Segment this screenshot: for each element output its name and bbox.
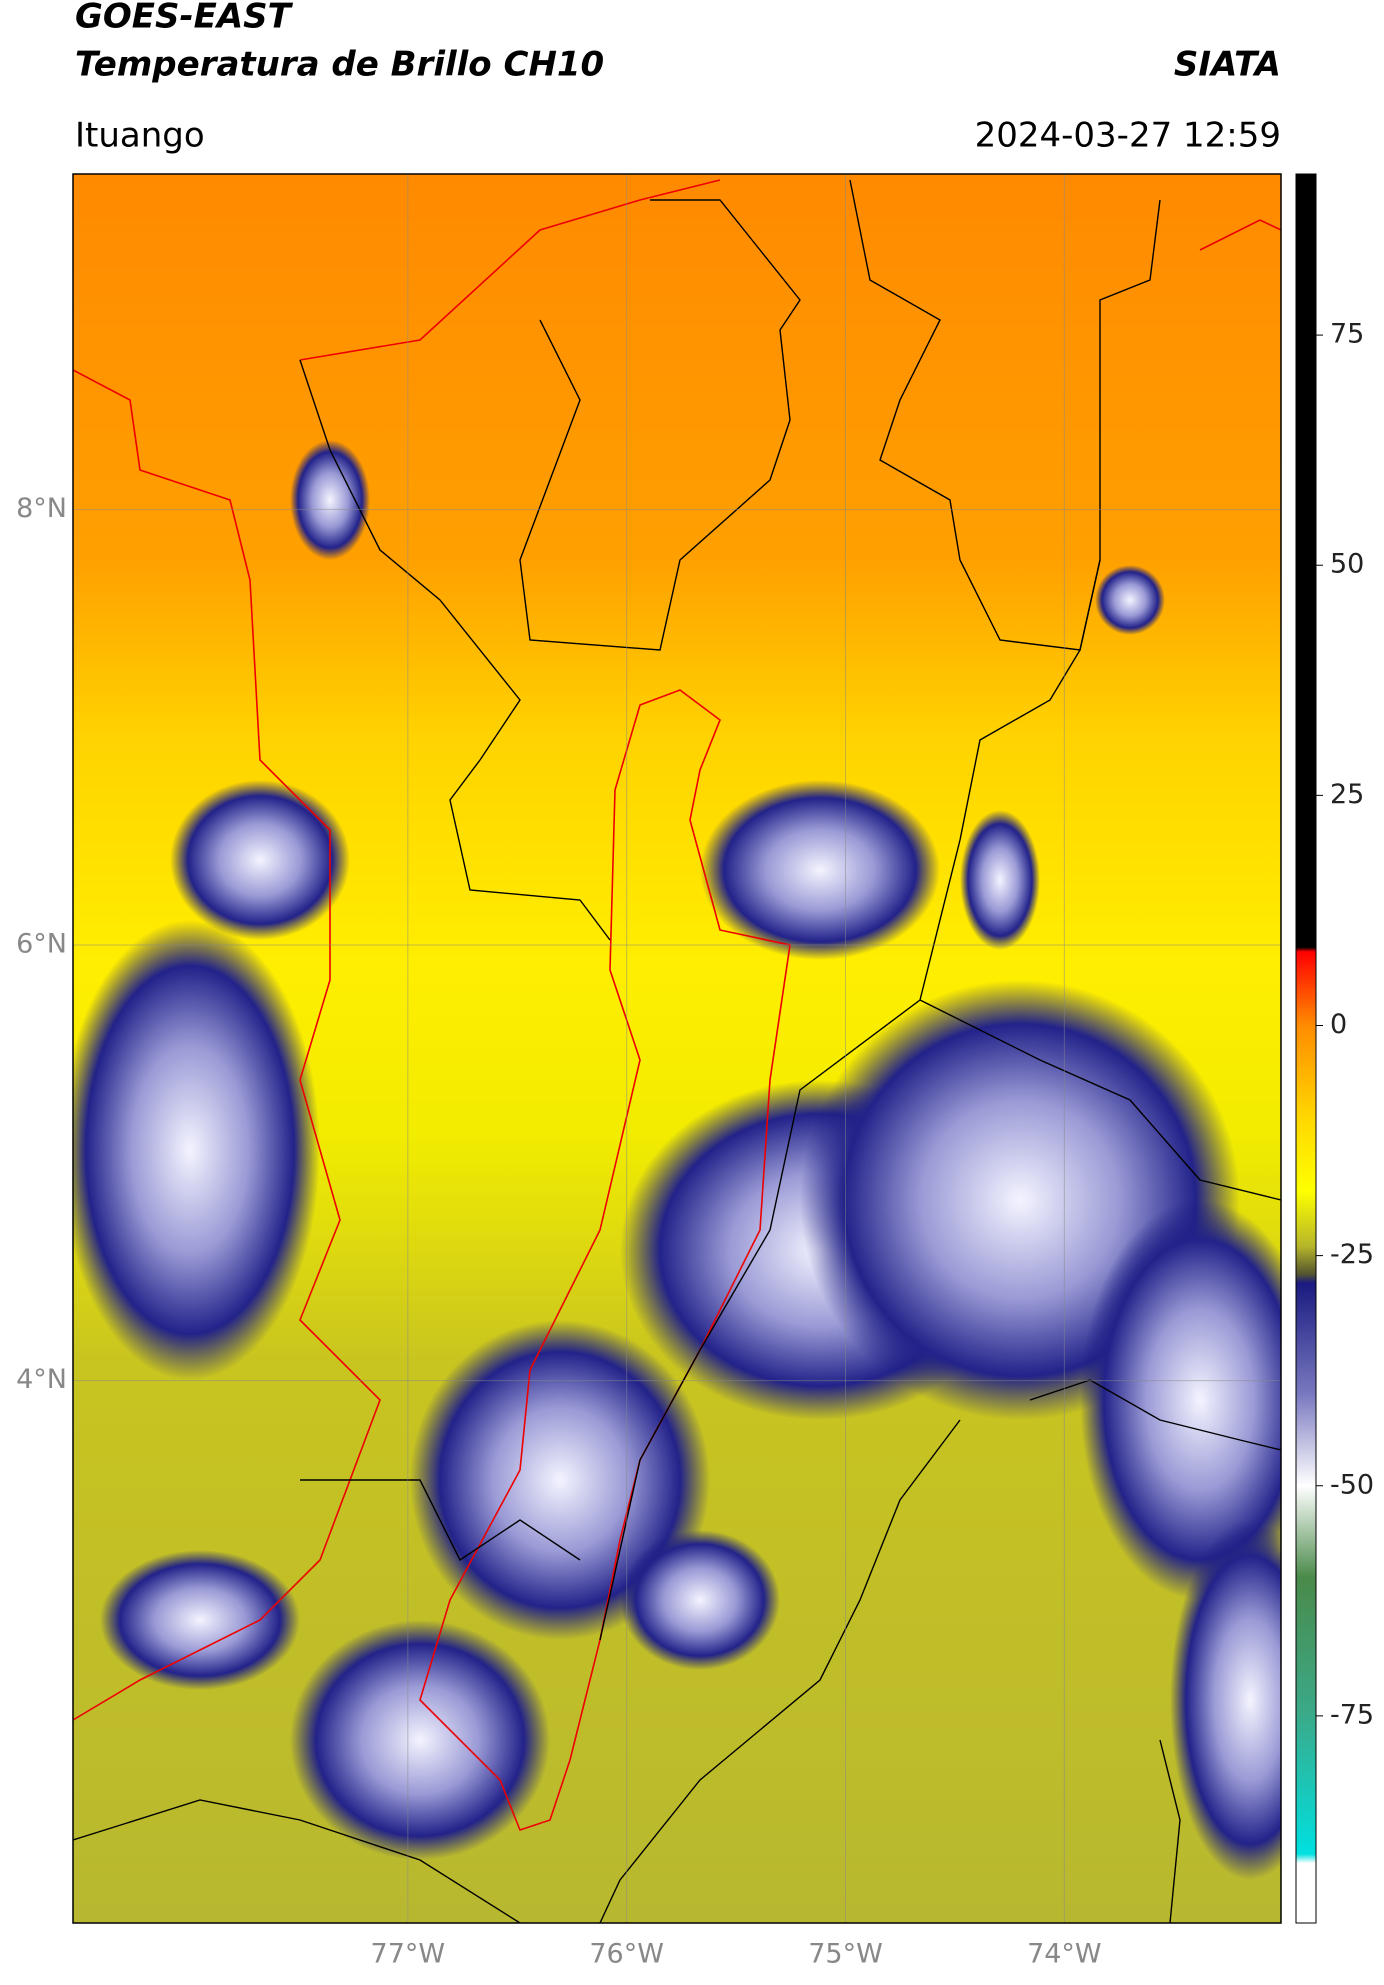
x-tick-label: 75°W — [808, 1939, 883, 1970]
y-tick-label: 4°N — [16, 1364, 67, 1395]
colorbar-tick-label: 0 — [1330, 1009, 1347, 1040]
colorbar-tick-label: -25 — [1330, 1239, 1374, 1270]
x-tick-label: 76°W — [589, 1939, 664, 1970]
colorbar — [1295, 173, 1317, 1924]
y-tick-label: 8°N — [16, 493, 67, 524]
datetime: 2024-03-27 12:59 — [975, 116, 1281, 156]
y-tick-label: 6°N — [16, 929, 67, 960]
colorbar-tick-label: 75 — [1330, 319, 1364, 350]
satellite-image — [73, 174, 1281, 1923]
x-tick-label: 77°W — [371, 1939, 446, 1970]
subtitle: Temperatura de Brillo CH10 — [75, 45, 604, 85]
source: SIATA — [1174, 45, 1281, 85]
region: Ituango — [75, 116, 205, 156]
title: GOES-EAST — [75, 0, 294, 37]
colorbar-tick-label: 50 — [1330, 549, 1364, 580]
colorbar-tick-label: -75 — [1330, 1699, 1374, 1730]
colorbar-tick-label: 25 — [1330, 779, 1364, 810]
map-frame — [72, 173, 1282, 1924]
x-tick-label: 74°W — [1027, 1939, 1102, 1970]
colorbar-tick-label: -50 — [1330, 1469, 1374, 1500]
